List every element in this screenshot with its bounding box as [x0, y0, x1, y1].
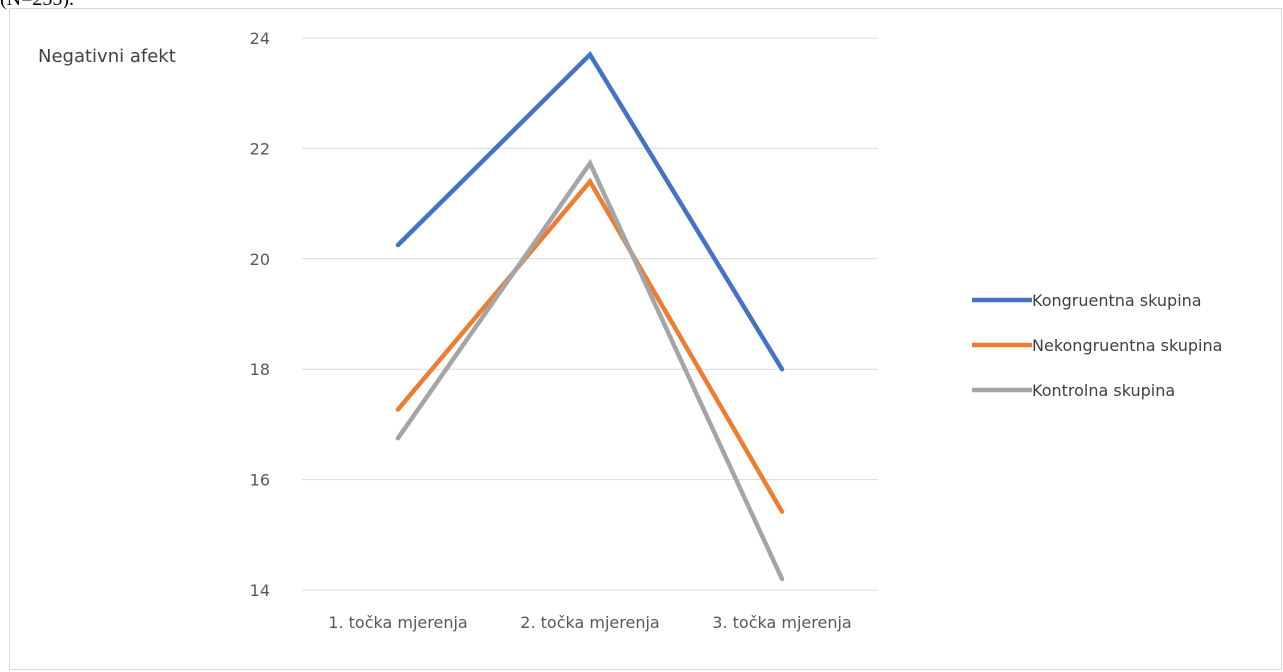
x-tick-label: 2. točka mjerenja	[520, 613, 659, 632]
series-line-2	[395, 177, 785, 514]
y-axis-label: Negativni afekt	[38, 46, 176, 67]
y-tick-label: 14	[250, 581, 270, 600]
y-tick-label: 22	[250, 139, 270, 158]
x-tick-label: 3. točka mjerenja	[712, 613, 851, 632]
figure-caption: (N=255).	[0, 0, 74, 11]
legend-label: Kontrolna skupina	[1032, 381, 1175, 400]
x-axis-ticks: 1. točka mjerenja 2. točka mjerenja 3. toč…	[328, 613, 851, 632]
series-line-3	[395, 158, 785, 582]
chart-frame	[9, 8, 1282, 670]
y-tick-label: 18	[250, 360, 270, 379]
legend: Kongruentna skupina Nekongruentna skupina…	[972, 291, 1222, 400]
gridlines	[302, 37, 878, 591]
y-tick-label: 20	[250, 250, 270, 269]
y-axis-ticks: 14 16 18 20 22 24	[250, 29, 270, 600]
x-tick-label: 1. točka mjerenja	[328, 613, 467, 632]
legend-label: Nekongruentna skupina	[1032, 336, 1222, 355]
series-line-1	[395, 50, 785, 372]
series-lines	[395, 50, 785, 582]
y-tick-label: 24	[250, 29, 270, 48]
legend-label: Kongruentna skupina	[1032, 291, 1202, 310]
y-tick-label: 16	[250, 471, 270, 490]
